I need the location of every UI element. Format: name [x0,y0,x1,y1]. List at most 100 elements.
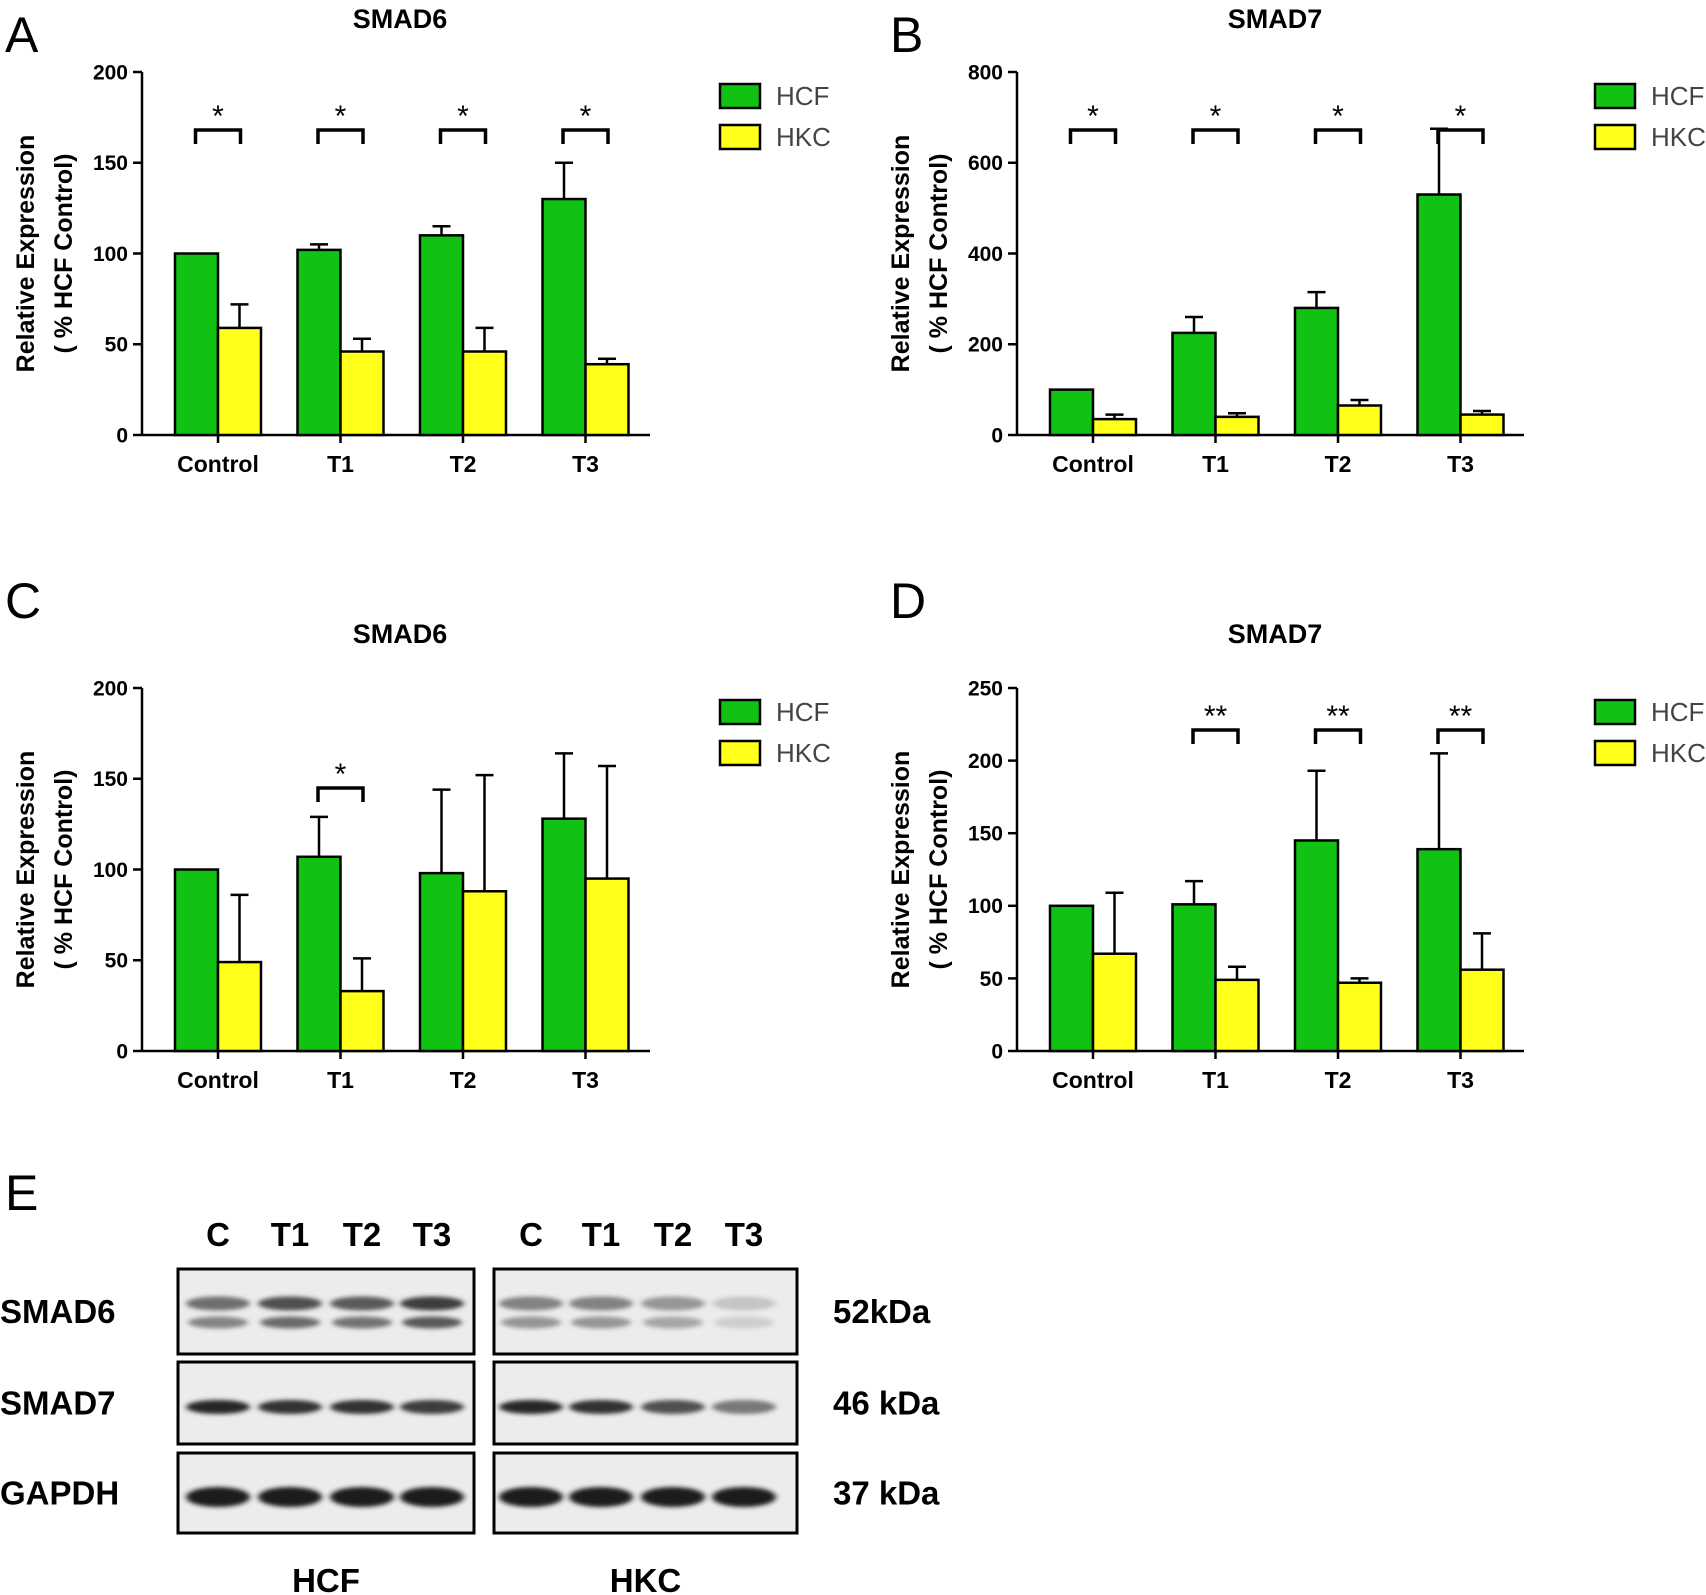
y-axis-label: Relative Expression [12,751,40,989]
protein-band [712,1487,776,1507]
bar-hcf [1416,847,1462,1053]
protein-band [258,1296,322,1311]
y-tick-label: 600 [968,152,1003,175]
significance-bracket [1191,728,1240,744]
bar-hcf [1293,839,1340,1053]
legend-swatch-hkc [718,739,762,767]
y-tick-label: 250 [968,677,1003,700]
lane-label: T1 [582,1216,621,1253]
legend-swatch-hcf [1593,698,1637,726]
legend-label: HKC [1651,122,1706,152]
protein-band [569,1400,633,1414]
y-tick-label: 50 [105,950,128,973]
lane-label: T3 [413,1216,452,1253]
legend-label: HKC [1651,738,1706,768]
legend-label: HCF [776,81,829,111]
bar-hcf [1171,903,1217,1053]
legend-label: HCF [776,697,829,727]
lane-label: T3 [725,1216,764,1253]
lane-label: T2 [343,1216,382,1253]
significance-bracket [561,128,610,144]
protein-band [569,1296,633,1311]
lane-label: C [519,1216,543,1253]
protein-band [499,1487,563,1507]
legend-label: HKC [776,122,831,152]
x-tick-label: T3 [572,451,599,477]
bar-hkc [216,960,263,1053]
blot-membrane [492,1267,799,1356]
protein-band [330,1400,394,1414]
protein-band [501,1316,561,1329]
protein-band [400,1296,464,1311]
protein-band [186,1400,250,1414]
bar-hcf [173,868,220,1053]
protein-band [499,1296,563,1311]
significance-bracket [1436,128,1485,144]
protein-label: GAPDH [0,1475,119,1512]
panel-letter-c: C [5,573,41,629]
y-axis-label: ( % HCF Control) [925,154,953,354]
protein-band [571,1316,631,1329]
bar-hcf [1048,388,1095,437]
y-tick-label: 400 [968,243,1003,266]
significance-bracket [1436,728,1485,744]
significance-mark: * [335,758,347,791]
significance-bracket [316,128,365,144]
bar-hkc [1336,981,1383,1053]
significance-mark: * [580,100,592,133]
protein-band [258,1400,322,1414]
bar-hcf [541,817,587,1053]
protein-band [260,1316,320,1329]
protein-band [714,1316,774,1329]
significance-bracket [193,128,243,144]
y-tick-label: 200 [968,334,1003,357]
y-tick-label: 100 [93,243,128,266]
lane-label: C [206,1216,230,1253]
bar-charts: SMAD6 Relative Expression ( % HCF Control)… [12,4,1706,1093]
y-tick-label: 150 [968,823,1003,846]
bar-hkc [1091,417,1138,437]
bar-hcf [296,248,342,437]
x-tick-label: T2 [1325,1067,1352,1093]
bar-hkc [1091,952,1138,1053]
protein-label: SMAD7 [0,1385,116,1422]
x-tick-label: T1 [327,1067,354,1093]
bar-hkc [339,989,385,1053]
significance-mark: ** [1204,700,1228,733]
bar-hkc [339,350,385,437]
panel-letter-e: E [5,1165,38,1221]
legend-label: HKC [776,738,831,768]
bar-hcf [418,871,465,1053]
significance-mark: * [1087,100,1099,133]
significance-bracket [438,128,488,144]
molecular-weight-label: 37 kDa [833,1475,940,1512]
significance-bracket [1191,128,1240,144]
legend-swatch-hkc [718,123,762,151]
y-axis-label: Relative Expression [887,751,915,989]
x-tick-label: T3 [1447,1067,1474,1093]
protein-band [641,1296,705,1311]
group-label: HKC [610,1562,682,1595]
significance-mark: ** [1449,700,1473,733]
y-tick-label: 200 [93,61,128,84]
chart-title: SMAD6 [353,4,448,34]
bar-hkc [1459,413,1505,437]
legend-swatch-hkc [1593,123,1637,151]
bar-hkc [461,890,508,1053]
significance-mark: * [1210,100,1222,133]
legend-swatch-hkc [1593,739,1637,767]
significance-mark: * [457,100,469,133]
y-tick-label: 150 [93,152,128,175]
panel-letter-d: D [890,573,926,629]
y-tick-label: 0 [991,1040,1003,1063]
bar-hkc [584,877,630,1053]
x-tick-label: Control [177,451,259,477]
legend-swatch-hcf [718,698,762,726]
protein-label: SMAD6 [0,1293,116,1330]
chart-title: SMAD7 [1228,619,1323,649]
legend-swatch-hcf [718,82,762,110]
x-tick-label: T3 [1447,451,1474,477]
chart-panel-b: SMAD7 Relative Expression ( % HCF Control)… [887,4,1706,477]
x-tick-label: T2 [450,1067,477,1093]
